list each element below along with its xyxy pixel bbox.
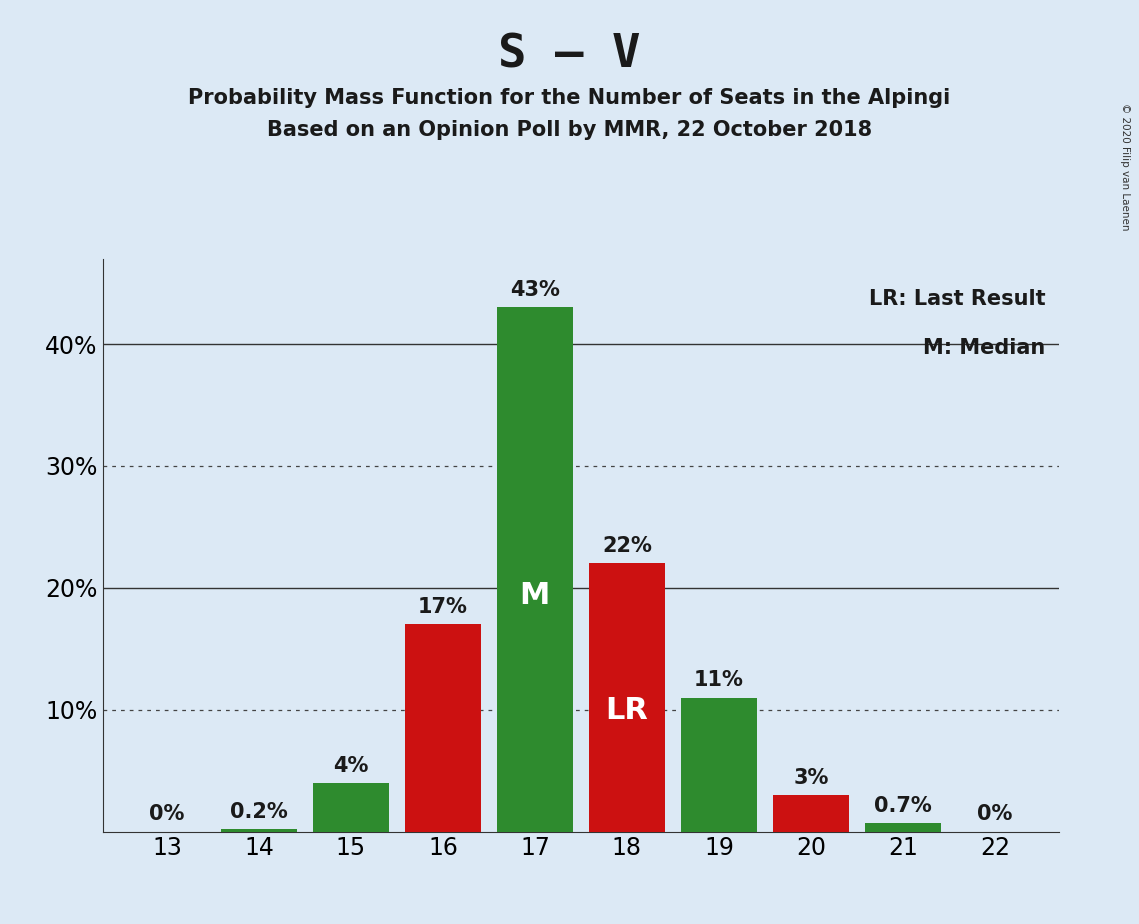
Text: 4%: 4% — [334, 756, 369, 775]
Text: 3%: 3% — [793, 768, 828, 788]
Bar — [866, 823, 941, 832]
Text: © 2020 Filip van Laenen: © 2020 Filip van Laenen — [1120, 103, 1130, 230]
Text: 0%: 0% — [977, 804, 1013, 824]
Text: 22%: 22% — [601, 536, 652, 556]
Bar — [221, 829, 296, 832]
Bar — [498, 308, 573, 832]
Bar — [681, 698, 756, 832]
Bar — [405, 625, 481, 832]
Text: 0.2%: 0.2% — [230, 802, 288, 821]
Text: 0%: 0% — [149, 804, 185, 824]
Text: LR: Last Result: LR: Last Result — [869, 289, 1046, 310]
Text: 17%: 17% — [418, 597, 468, 617]
Bar — [313, 783, 388, 832]
Bar — [773, 795, 849, 832]
Text: 43%: 43% — [510, 280, 560, 300]
Text: M: M — [519, 581, 550, 610]
Text: Based on an Opinion Poll by MMR, 22 October 2018: Based on an Opinion Poll by MMR, 22 Octo… — [267, 120, 872, 140]
Text: 0.7%: 0.7% — [874, 796, 932, 816]
Text: M: Median: M: Median — [924, 338, 1046, 358]
Text: LR: LR — [606, 697, 648, 725]
Text: 11%: 11% — [694, 670, 744, 690]
Text: Probability Mass Function for the Number of Seats in the Alpingi: Probability Mass Function for the Number… — [188, 88, 951, 108]
Bar — [589, 564, 665, 832]
Text: S – V: S – V — [498, 32, 641, 78]
